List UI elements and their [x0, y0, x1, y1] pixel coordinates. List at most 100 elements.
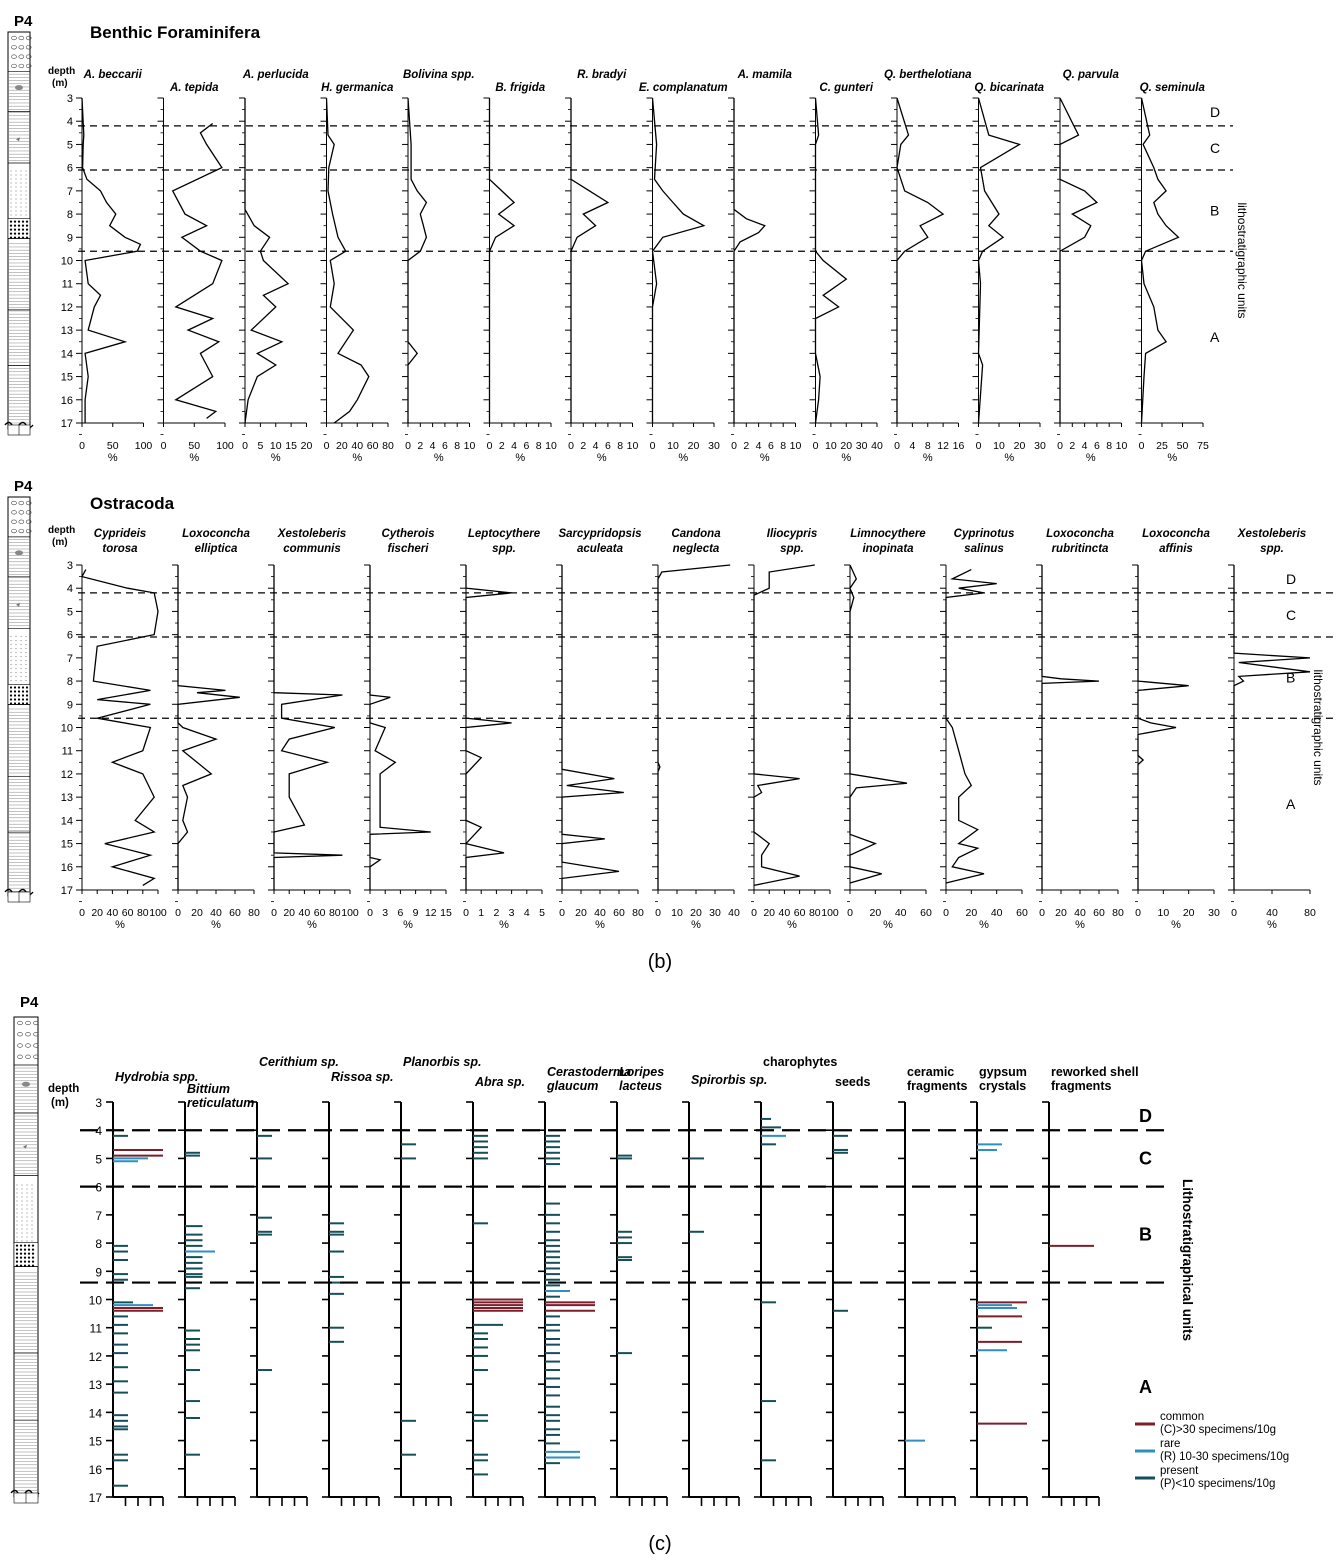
value-tick-label: 0: [79, 907, 85, 919]
core-sand: [21, 214, 22, 215]
core-sand: [21, 680, 22, 681]
depth-tick-label: 12: [89, 1350, 103, 1364]
core-sand: [22, 1237, 23, 1238]
value-tick-label: 6: [605, 440, 611, 452]
panel-c-occurrence: P4depth(m)Hydrobia spp.34567891011121314…: [11, 994, 1289, 1555]
column-candona-neglecta: Candonaneglecta0 10 20 30 40%: [652, 528, 740, 931]
column-header: Cytherois: [381, 528, 434, 540]
column-header: Q. seminula: [1140, 82, 1206, 94]
core-sand: [27, 1193, 28, 1194]
core-sand: [17, 1205, 18, 1206]
core-sand: [26, 664, 27, 665]
core-sand: [22, 1185, 23, 1186]
core-coarse-grain: [18, 228, 20, 230]
unit-label-a: A: [1139, 1377, 1152, 1397]
column-header: A. beccarii: [83, 69, 143, 81]
value-unit-label: %: [678, 452, 688, 464]
core-coarse-grain: [16, 1257, 18, 1259]
core-coarse-grain: [26, 220, 28, 222]
column-header: Xestoleberis: [277, 528, 346, 540]
legend-label: common: [1160, 1411, 1204, 1423]
core-sand: [11, 640, 12, 641]
column-header: Rissoa sp.: [331, 1070, 394, 1084]
unit-label-a: A: [1210, 329, 1220, 345]
value-tick-label: 60: [314, 907, 326, 919]
value-unit-label: %: [760, 452, 770, 464]
value-tick-label: 10: [464, 440, 476, 452]
column-h-germanica: H. germanica0 20 40 60 80%: [321, 82, 394, 464]
value-tick-label: 80: [248, 907, 260, 919]
core-coarse-grain: [28, 1245, 30, 1247]
column-header-line2: inopinata: [862, 543, 914, 555]
profile-line-cytherois-fischeri: [370, 565, 431, 890]
core-coarse-grain: [18, 698, 20, 700]
profile-line-leptocythere-spp: [466, 565, 512, 890]
core-sand: [17, 1229, 18, 1230]
core-sand: [11, 644, 12, 645]
value-tick-label: 40: [210, 907, 222, 919]
column-sarcypridopsis-aculeata: Sarcypridopsisaculeata0 20 40 60 80%: [556, 528, 644, 931]
core-sand: [32, 1201, 33, 1202]
core-sand: [26, 668, 27, 669]
column-header-line2: spp.: [1260, 543, 1284, 555]
core-coarse-grain: [14, 228, 16, 230]
core-coarse-grain: [22, 686, 24, 688]
core-coarse-grain: [10, 228, 12, 230]
core-sand: [22, 1193, 23, 1194]
core-coarse-grain: [14, 232, 16, 234]
depth-tick-label: 11: [62, 279, 73, 291]
core-sand: [22, 1217, 23, 1218]
profile-line-cyprinotus-salinus: [946, 570, 997, 883]
core-sand: [11, 636, 12, 637]
core-sand: [11, 214, 12, 215]
value-tick-label: 60: [920, 907, 932, 919]
core-sand: [16, 676, 17, 677]
column-loxoconcha-affinis: Loxoconchaaffinis0 10 20 30%: [1132, 528, 1220, 931]
value-tick-label: 40: [594, 907, 606, 919]
profile-line-e-complanatum: [653, 98, 704, 423]
core-coarse-grain: [10, 224, 12, 226]
value-tick-label: 40: [351, 440, 363, 452]
column-header: Candona: [671, 528, 721, 540]
value-tick-label: 60: [794, 907, 806, 919]
core-sand: [21, 174, 22, 175]
depth-tick-label: 13: [61, 792, 73, 804]
value-tick-label: 4: [593, 440, 599, 452]
value-tick-label: 30: [709, 907, 721, 919]
core-coarse-grain: [20, 1245, 22, 1247]
depth-tick-label: 11: [62, 746, 73, 758]
value-tick-label: 0: [79, 440, 85, 452]
core-sand: [17, 1225, 18, 1226]
column-header: Q. parvula: [1063, 69, 1120, 81]
core-sand: [11, 190, 12, 191]
core-sand: [21, 178, 22, 179]
value-unit-label: %: [1004, 452, 1014, 464]
core-coarse-grain: [16, 1253, 18, 1255]
depth-tick-label: 8: [95, 1237, 102, 1251]
legend-label: present: [1160, 1465, 1199, 1477]
value-unit-label: %: [108, 452, 118, 464]
core-sand: [26, 676, 27, 677]
core-sand: [27, 1237, 28, 1238]
core-sand: [32, 1205, 33, 1206]
value-unit-label: %: [434, 452, 444, 464]
value-tick-label: 0: [813, 440, 819, 452]
value-unit-label: %: [595, 919, 605, 931]
core-sand: [21, 644, 22, 645]
legend-label: rare: [1160, 1438, 1180, 1450]
core-coarse-grain: [20, 1261, 22, 1263]
core-coarse-grain: [18, 220, 20, 222]
value-tick-label: 40: [779, 907, 791, 919]
value-tick-label: 40: [991, 907, 1003, 919]
profile-line-r-bradyi: [571, 98, 608, 423]
core-sand: [17, 1233, 18, 1234]
depth-tick-label: 17: [89, 1491, 103, 1505]
column-a-beccarii: A. beccarii 3 4 5 6 7 8 9 10 11 12 13 14 15 16 17 0 50 100…: [61, 69, 153, 464]
core-sand: [26, 206, 27, 207]
depth-tick-label: 4: [67, 116, 73, 128]
core-sand: [16, 640, 17, 641]
value-unit-label: %: [979, 919, 989, 931]
value-tick-label: 0: [559, 907, 565, 919]
value-tick-label: 20: [965, 907, 977, 919]
core-sand: [27, 1185, 28, 1186]
